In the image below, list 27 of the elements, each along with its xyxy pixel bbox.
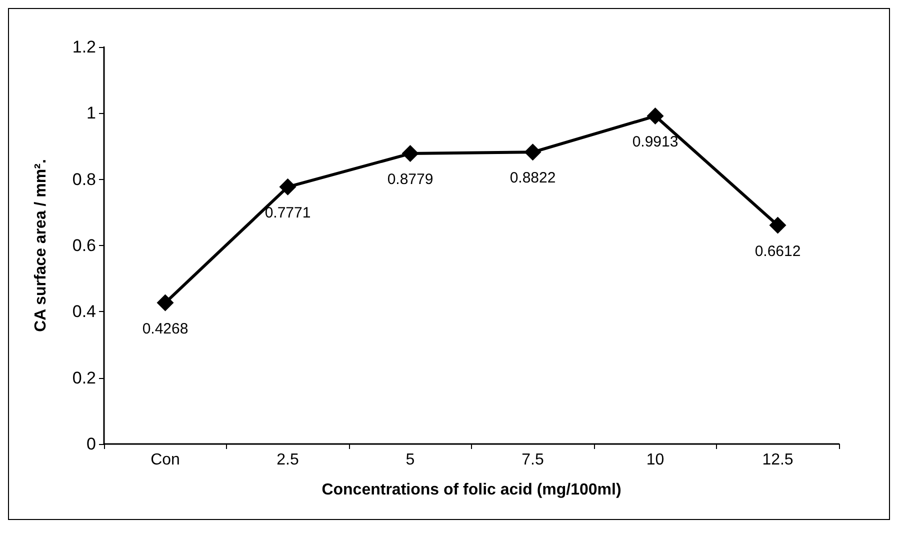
x-tick-label: 7.5 [522,452,544,468]
point [646,108,664,125]
data-label: 0.7771 [264,204,311,222]
x-tick-label: 5 [406,452,415,468]
y-tick-label: 0.6 [72,236,96,255]
y-tick-label: 0.2 [72,368,96,388]
y-tick-label: 0 [86,434,96,454]
x-tick-label: 10 [646,452,664,468]
data-label: 0.8779 [387,171,434,188]
y-tick-label: 0.8 [72,170,96,189]
data-label: 0.6612 [754,242,801,260]
point [769,216,786,234]
x-tick-label: 12.5 [762,452,794,468]
y-tick-label: 1.2 [72,38,96,56]
data-label: 0.8822 [510,170,556,187]
x-tick-label: 2.5 [276,452,299,468]
data-label: 0.4268 [142,320,188,338]
x-axis-title: Concentrations of folic acid (mg/100ml) [322,482,622,498]
point [402,145,419,162]
y-axis-title: CA surface area / mm². [32,159,50,332]
y-tick-label: 1 [86,104,96,123]
data-label: 0.9913 [632,134,678,151]
y-tick-label: 0.4 [72,302,96,322]
point [524,144,542,161]
x-tick-label: Con [150,452,180,468]
point [279,178,296,196]
point [156,294,174,312]
